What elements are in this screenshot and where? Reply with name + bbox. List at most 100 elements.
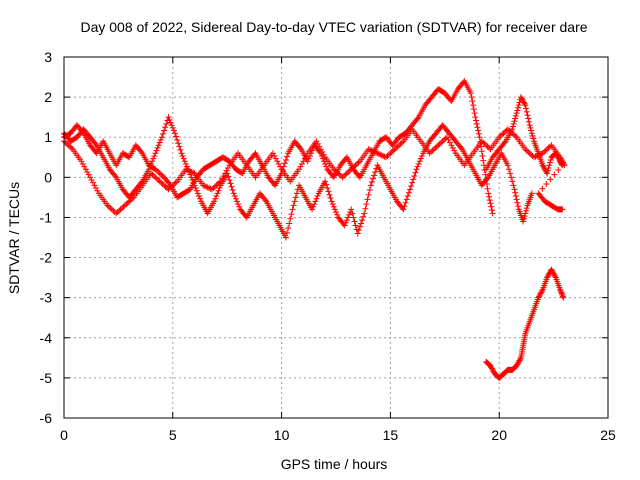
data-point <box>517 94 524 101</box>
data-point <box>384 152 391 159</box>
data-point <box>120 203 127 210</box>
data-point <box>138 148 145 155</box>
data-point <box>545 144 552 151</box>
data-point <box>532 153 539 160</box>
y-tick-label: -1 <box>40 209 53 225</box>
data-point <box>365 146 372 153</box>
data-point <box>316 143 323 150</box>
data-point <box>334 211 341 218</box>
data-point <box>329 201 336 208</box>
data-point <box>112 172 119 179</box>
data-point <box>90 179 97 186</box>
data-point <box>346 211 353 218</box>
data-point <box>523 105 530 112</box>
data-point <box>523 205 530 212</box>
data-point <box>274 158 281 165</box>
data-point <box>536 293 543 300</box>
data-point <box>470 106 477 113</box>
data-point <box>546 159 553 166</box>
data-point <box>523 108 530 115</box>
data-point <box>87 174 94 181</box>
data-point <box>269 150 276 157</box>
data-point <box>546 162 553 169</box>
y-tick-label: 1 <box>44 129 52 145</box>
data-point <box>528 130 535 137</box>
data-point <box>188 174 195 181</box>
data-point <box>518 95 525 102</box>
data-point <box>229 187 236 194</box>
data-point <box>510 120 517 127</box>
data-point <box>368 179 375 186</box>
data-point <box>513 110 520 117</box>
data-point <box>430 146 437 153</box>
data-point <box>497 132 504 139</box>
data-point <box>333 168 340 175</box>
data-point <box>214 181 221 188</box>
data-point <box>443 134 450 141</box>
data-point <box>512 193 519 200</box>
data-point <box>352 222 359 229</box>
data-point <box>319 148 326 155</box>
data-point <box>222 170 229 177</box>
data-point <box>499 131 506 138</box>
data-point <box>474 124 481 131</box>
data-point <box>486 197 493 204</box>
data-point <box>220 172 227 179</box>
data-point <box>282 156 289 163</box>
data-point <box>65 142 72 149</box>
series-trace-e <box>483 266 567 381</box>
data-point <box>203 183 210 190</box>
data-point <box>409 179 416 186</box>
data-point <box>515 203 522 210</box>
data-point <box>287 215 294 222</box>
data-point <box>475 127 482 134</box>
data-point <box>367 146 374 153</box>
data-point <box>354 230 361 237</box>
data-point <box>275 160 282 167</box>
data-point <box>272 155 279 162</box>
y-tick-label: -6 <box>40 410 53 426</box>
data-point <box>180 155 187 162</box>
plot-frame <box>63 56 609 419</box>
data-point <box>484 143 491 150</box>
data-point <box>489 366 496 373</box>
data-point <box>62 139 69 146</box>
data-point <box>184 166 191 173</box>
data-point <box>541 148 548 155</box>
data-point <box>404 193 411 200</box>
data-point <box>158 179 165 186</box>
data-point <box>523 207 530 214</box>
data-point <box>438 139 445 146</box>
data-point <box>547 176 554 183</box>
data-point <box>557 287 564 294</box>
data-point <box>232 195 239 202</box>
data-point <box>408 183 415 190</box>
data-point <box>504 162 511 169</box>
data-point <box>528 127 535 134</box>
data-point <box>262 197 269 204</box>
data-point <box>344 214 351 221</box>
data-point <box>542 147 549 154</box>
data-point <box>153 147 160 154</box>
data-point <box>348 206 355 213</box>
data-point <box>297 144 304 151</box>
x-tick-label: 25 <box>600 427 616 443</box>
data-point <box>488 365 495 372</box>
data-point <box>544 167 551 174</box>
data-point <box>485 190 492 197</box>
data-point <box>320 151 327 158</box>
data-point <box>288 211 295 218</box>
data-point <box>486 193 493 200</box>
data-point <box>520 98 527 105</box>
data-point <box>426 150 433 157</box>
data-point <box>174 136 181 143</box>
data-point <box>401 203 408 210</box>
data-point <box>190 179 197 186</box>
data-point <box>179 152 186 159</box>
data-point <box>127 197 134 204</box>
data-point <box>479 152 486 159</box>
data-point <box>208 186 215 193</box>
data-point <box>471 110 478 117</box>
data-point <box>551 171 558 178</box>
